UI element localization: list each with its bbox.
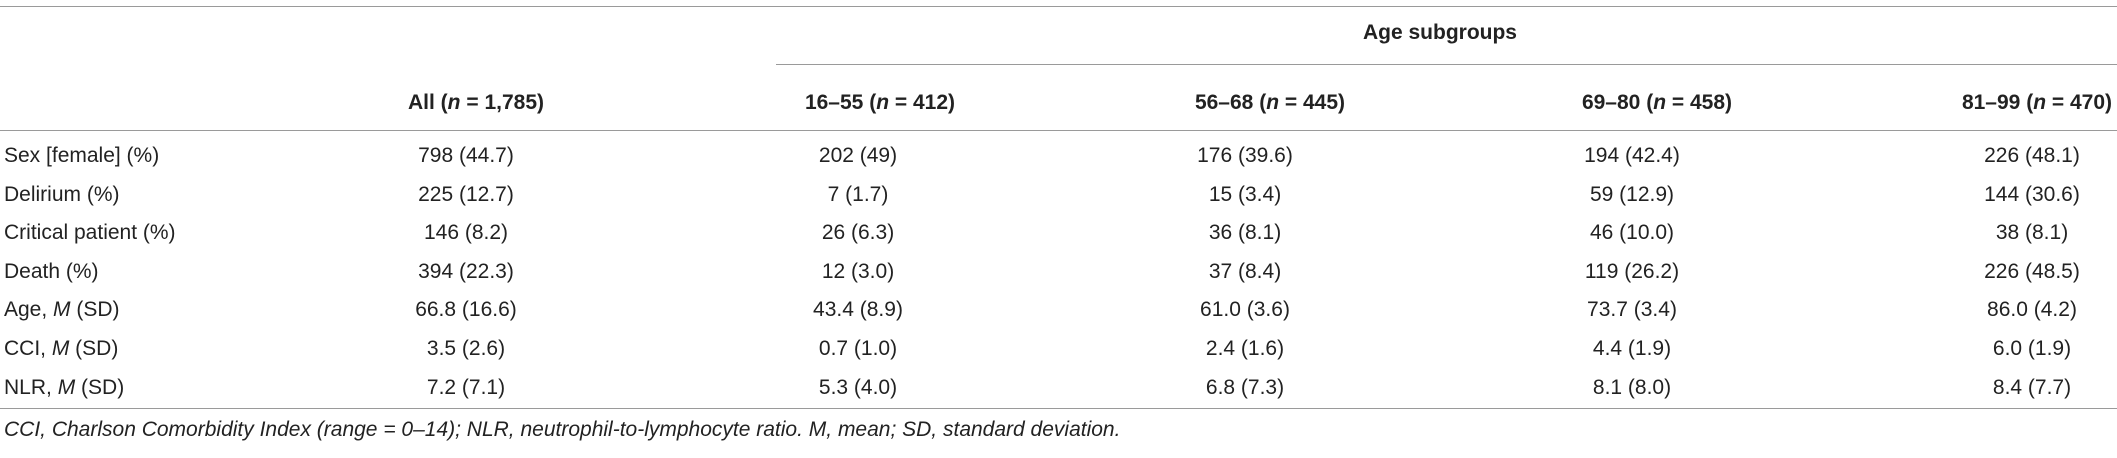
column-header-all: All (n = 1,785)	[408, 91, 544, 114]
cell-81-99: 8.4 (7.7)	[1992, 375, 2072, 399]
cell-69-80: 8.1 (8.0)	[1592, 375, 1672, 399]
cell-56-68: 36 (8.1)	[1208, 221, 1282, 245]
row-label: CCI, M (SD)	[4, 336, 119, 360]
table-row: Age, M (SD) 66.8 (16.6) 43.4 (8.9) 61.0 …	[0, 291, 2117, 330]
cell-all: 66.8 (16.6)	[415, 298, 517, 322]
cell-all: 3.5 (2.6)	[426, 336, 506, 360]
row-label: NLR, M (SD)	[4, 375, 125, 399]
row-label: Age, M (SD)	[4, 298, 120, 322]
cell-56-68: 61.0 (3.6)	[1200, 298, 1290, 322]
table-row: NLR, M (SD) 7.2 (7.1) 5.3 (4.0) 6.8 (7.3…	[0, 369, 2117, 408]
header-bottom-rule	[0, 130, 2117, 131]
cell-16-55: 202 (49)	[818, 144, 898, 167]
cell-56-68: 176 (39.6)	[1197, 144, 1293, 167]
cell-16-55: 12 (3.0)	[821, 259, 895, 283]
column-header-16-55: 16–55 (n = 412)	[804, 91, 955, 114]
table-row: Delirium (%) 225 (12.7) 7 (1.7) 15 (3.4)…	[0, 176, 2117, 215]
cell-all: 7.2 (7.1)	[426, 375, 506, 399]
cell-56-68: 6.8 (7.3)	[1205, 375, 1285, 399]
cell-all: 225 (12.7)	[418, 182, 514, 206]
row-label: Delirium (%)	[4, 182, 120, 206]
cell-81-99: 226 (48.1)	[1984, 144, 2080, 167]
column-header-81-99: 81–99 (n = 470)	[1961, 91, 2112, 114]
cell-16-55: 5.3 (4.0)	[818, 375, 898, 399]
table-top-rule	[0, 6, 2117, 7]
cell-81-99: 226 (48.5)	[1984, 259, 2080, 283]
column-header-56-68: 56–68 (n = 445)	[1194, 91, 1345, 114]
cell-69-80: 194 (42.4)	[1584, 144, 1680, 167]
cell-69-80: 73.7 (3.4)	[1587, 298, 1677, 322]
cell-81-99: 86.0 (4.2)	[1987, 298, 2077, 322]
cell-69-80: 46 (10.0)	[1589, 221, 1675, 245]
row-label: Sex [female] (%)	[4, 144, 160, 167]
cell-56-68: 15 (3.4)	[1208, 182, 1282, 206]
cell-69-80: 4.4 (1.9)	[1592, 336, 1672, 360]
cell-56-68: 2.4 (1.6)	[1205, 336, 1285, 360]
row-label: Critical patient (%)	[4, 221, 176, 245]
row-label: Death (%)	[4, 259, 99, 283]
cell-81-99: 144 (30.6)	[1984, 182, 2080, 206]
cell-all: 394 (22.3)	[418, 259, 514, 283]
table-row: Critical patient (%) 146 (8.2) 26 (6.3) …	[0, 214, 2117, 253]
cell-all: 798 (44.7)	[418, 144, 514, 167]
cell-69-80: 59 (12.9)	[1589, 182, 1675, 206]
column-header-69-80: 69–80 (n = 458)	[1581, 91, 1732, 114]
table-row: Death (%) 394 (22.3) 12 (3.0) 37 (8.4) 1…	[0, 253, 2117, 292]
cell-81-99: 38 (8.1)	[1995, 221, 2069, 245]
column-headers: All (n = 1,785) 16–55 (n = 412) 56–68 (n…	[0, 88, 2117, 118]
cell-16-55: 0.7 (1.0)	[818, 336, 898, 360]
table-row: Sex [female] (%) 798 (44.7) 202 (49) 176…	[0, 137, 2117, 176]
cell-56-68: 37 (8.4)	[1208, 259, 1282, 283]
cell-16-55: 43.4 (8.9)	[813, 298, 903, 322]
table-bottom-rule	[0, 408, 2117, 409]
age-subgroups-header: Age subgroups	[1362, 21, 1517, 44]
cell-16-55: 7 (1.7)	[827, 182, 889, 206]
table-row: CCI, M (SD) 3.5 (2.6) 0.7 (1.0) 2.4 (1.6…	[0, 330, 2117, 369]
cell-all: 146 (8.2)	[423, 221, 509, 245]
table-body: Sex [female] (%) 798 (44.7) 202 (49) 176…	[0, 137, 2117, 407]
table-footnote: CCI, Charlson Comorbidity Index (range =…	[4, 418, 1121, 441]
cell-16-55: 26 (6.3)	[821, 221, 895, 245]
cell-81-99: 6.0 (1.9)	[1992, 336, 2072, 360]
group-header-rule	[776, 64, 2117, 65]
cell-69-80: 119 (26.2)	[1584, 259, 1680, 283]
